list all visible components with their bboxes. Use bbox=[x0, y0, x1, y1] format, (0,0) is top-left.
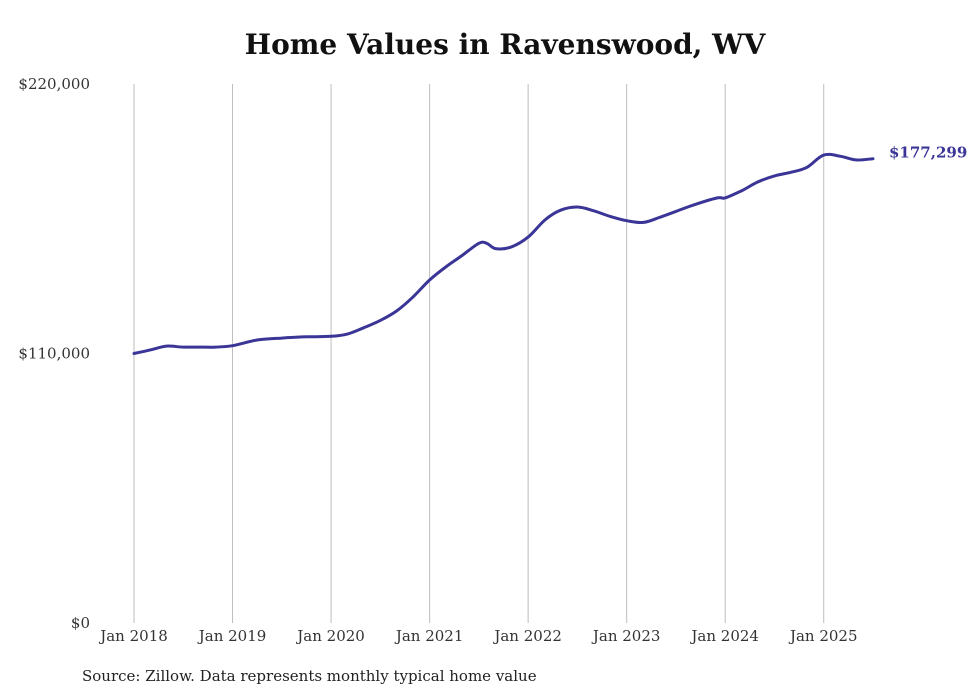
gridlines bbox=[133, 84, 825, 623]
x-tick-label: Jan 2025 bbox=[788, 627, 858, 645]
x-tick-label: Jan 2024 bbox=[689, 627, 759, 645]
source-note: Source: Zillow. Data represents monthly … bbox=[82, 667, 537, 685]
y-tick-label: $110,000 bbox=[18, 345, 90, 363]
y-tick-label: $0 bbox=[71, 614, 90, 632]
chart-title: Home Values in Ravenswood, WV bbox=[244, 28, 766, 61]
x-tick-label: Jan 2019 bbox=[197, 627, 267, 645]
y-tick-label: $220,000 bbox=[18, 75, 90, 93]
x-tick-label: Jan 2020 bbox=[295, 627, 365, 645]
x-tick-label: Jan 2022 bbox=[492, 627, 562, 645]
series-line bbox=[132, 152, 875, 355]
y-axis-ticks: $0 $110,000 $220,000 bbox=[18, 75, 90, 632]
x-tick-label: Jan 2021 bbox=[394, 627, 464, 645]
end-value-label: $177,299 bbox=[889, 144, 967, 162]
x-tick-label: Jan 2018 bbox=[98, 627, 168, 645]
x-tick-label: Jan 2023 bbox=[591, 627, 661, 645]
x-axis-ticks: Jan 2018 Jan 2019 Jan 2020 Jan 2021 Jan 2022… bbox=[98, 627, 857, 645]
